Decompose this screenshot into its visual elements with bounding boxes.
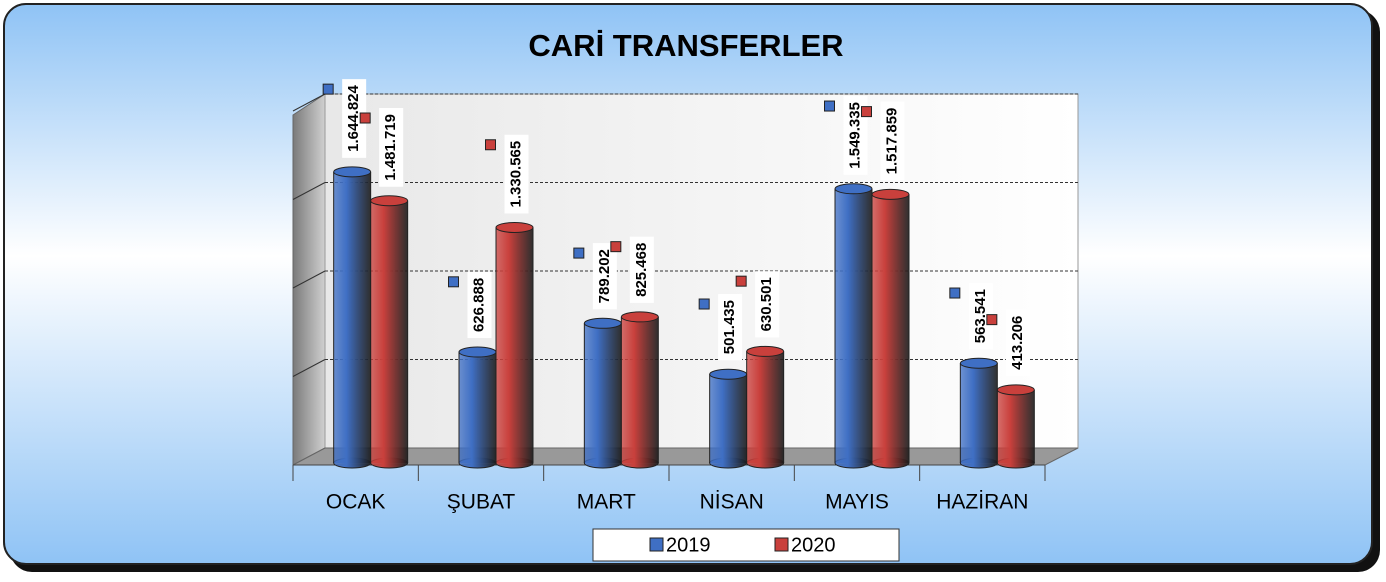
side-grid-line [292, 93, 326, 112]
bar [333, 171, 371, 463]
legend-label: 2019 [666, 534, 711, 556]
value-label: 563.541 [972, 289, 989, 343]
value-label-marker [610, 241, 622, 253]
side-grid-line [292, 182, 326, 200]
value-label: 789.202 [596, 249, 613, 303]
value-label-marker [322, 83, 334, 95]
value-label-marker [573, 247, 585, 259]
bar [960, 363, 998, 463]
value-label: 626.888 [470, 278, 487, 332]
legend [592, 528, 900, 562]
value-label-box [755, 271, 780, 338]
value-label: 1.481.719 [382, 114, 399, 181]
value-label-marker [448, 276, 459, 288]
bar-top [746, 345, 785, 357]
bar-top [834, 183, 873, 195]
value-label: 1.517.859 [883, 108, 900, 175]
bar [621, 316, 659, 463]
bar-top [996, 384, 1035, 396]
bar-top [458, 346, 497, 358]
value-label: 630.501 [758, 277, 775, 331]
value-label-box [718, 294, 743, 361]
side-grid-line [292, 270, 326, 289]
bar [872, 194, 909, 463]
bar-top [333, 166, 372, 178]
value-label-box [1005, 309, 1030, 376]
value-label-marker [698, 298, 710, 310]
value-label: 1.644.824 [345, 84, 362, 151]
value-label: 1.549.335 [846, 102, 863, 169]
legend-key [774, 537, 789, 552]
legend-key [649, 537, 664, 552]
value-label-marker [986, 314, 998, 326]
value-label: 825.468 [633, 243, 650, 297]
x-tick-label: MAYIS [825, 491, 889, 514]
bar [746, 351, 784, 463]
value-label-marker [949, 287, 961, 299]
value-label-marker [735, 275, 747, 287]
bar [370, 200, 408, 464]
bar [709, 374, 747, 463]
bar [835, 188, 872, 463]
value-label: 413.206 [1009, 316, 1026, 370]
value-label: 1.330.565 [507, 141, 524, 208]
bar-top [959, 357, 998, 369]
value-label-box [467, 271, 492, 339]
x-tick-label: HAZİRAN [936, 491, 1028, 514]
bar-top [370, 195, 409, 207]
legend-label: 2020 [791, 534, 836, 556]
value-label: 501.435 [721, 300, 738, 354]
x-tick-label: MART [577, 491, 636, 514]
bar [459, 352, 496, 463]
value-label-marker [485, 139, 496, 151]
value-label-box [379, 108, 404, 187]
bar [584, 323, 622, 463]
x-tick-label: NİSAN [700, 491, 764, 514]
value-label-box [504, 134, 529, 214]
bar [496, 227, 533, 463]
bar-top [871, 188, 910, 200]
x-tick-label: ŞUBAT [447, 491, 516, 514]
chart-title: CARİ TRANSFERLER [528, 28, 843, 63]
value-label-box [629, 236, 654, 303]
side-grid-line [292, 359, 326, 377]
value-label-box [880, 101, 905, 181]
bar-top [620, 311, 659, 323]
bar-top [583, 317, 622, 329]
value-label-marker [861, 106, 872, 118]
value-label-marker [359, 112, 371, 124]
x-tick-label: OCAK [326, 491, 386, 514]
bar [997, 389, 1035, 463]
value-label-marker [824, 100, 835, 112]
bar-top [709, 368, 748, 380]
bar-top [495, 221, 534, 233]
value-label-box [592, 243, 617, 310]
